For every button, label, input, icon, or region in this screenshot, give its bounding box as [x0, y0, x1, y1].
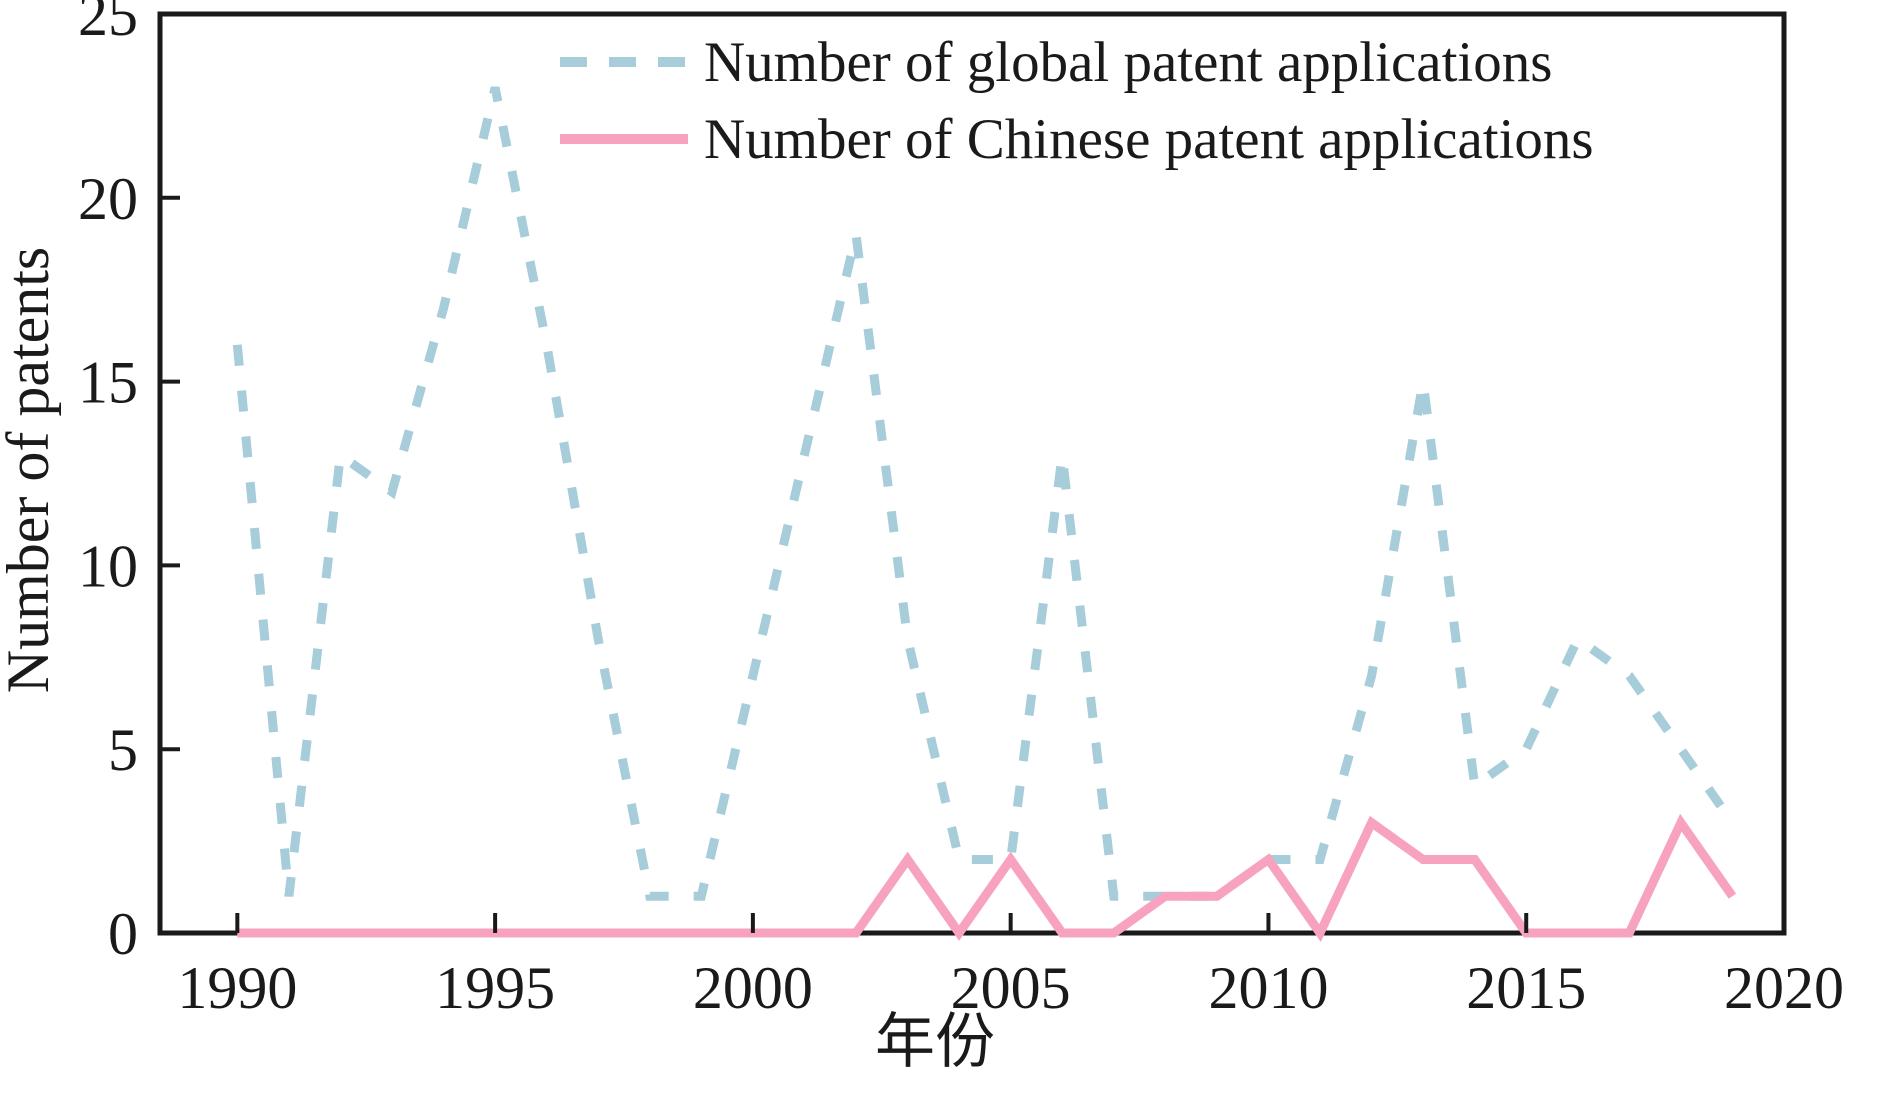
- y-tick-label: 10: [78, 533, 138, 599]
- y-tick-label: 15: [78, 350, 138, 416]
- legend-global-label: Number of global patent applications: [704, 31, 1552, 94]
- global-series-line: [232, 86, 1737, 901]
- x-tick-label: 2000: [693, 955, 813, 1021]
- plot-border: [157, 11, 1787, 936]
- x-tick-label: 1990: [177, 955, 297, 1021]
- y-axis-label: Number of patents: [0, 247, 61, 694]
- x-tick-label: 2015: [1466, 955, 1586, 1021]
- y-tick-label: 25: [78, 0, 138, 48]
- y-tick-label: 0: [108, 901, 138, 967]
- x-axis-label: 年份: [875, 1009, 995, 1075]
- x-tick-label: 2020: [1724, 955, 1844, 1021]
- y-tick-label: 20: [78, 166, 138, 232]
- legend: Number of global patent applications Num…: [560, 31, 1594, 171]
- x-tick-label: 1995: [435, 955, 555, 1021]
- y-tick-label: 5: [108, 717, 138, 783]
- x-tick-label: 2010: [1208, 955, 1328, 1021]
- x-tick-label: 2005: [951, 955, 1071, 1021]
- chinese-series-line: [237, 813, 1737, 942]
- legend-chinese-label: Number of Chinese patent applications: [704, 108, 1594, 171]
